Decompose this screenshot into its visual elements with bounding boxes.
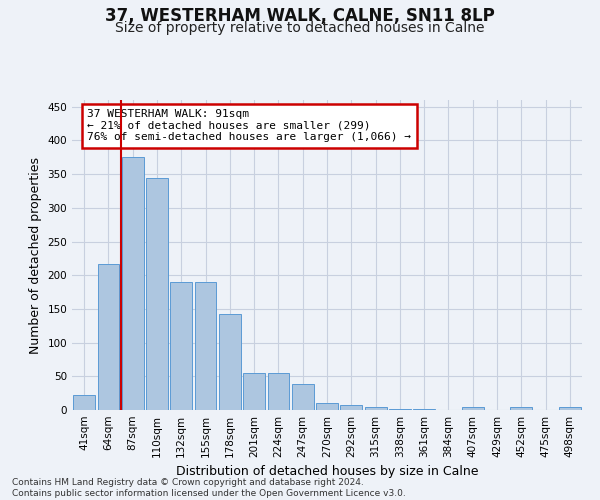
Text: 37, WESTERHAM WALK, CALNE, SN11 8LP: 37, WESTERHAM WALK, CALNE, SN11 8LP (105, 8, 495, 26)
Bar (97, 264, 119, 410)
Text: Contains HM Land Registry data © Crown copyright and database right 2024.
Contai: Contains HM Land Registry data © Crown c… (12, 478, 406, 498)
Bar (316, 402, 338, 410)
Bar (365, 406, 386, 410)
Text: 37 WESTERHAM WALK: 91sqm
← 21% of detached houses are smaller (299)
76% of semi-: 37 WESTERHAM WALK: 91sqm ← 21% of detach… (88, 110, 412, 142)
Bar (122, 158, 143, 410)
Bar (243, 373, 265, 410)
Bar (340, 404, 362, 410)
Bar (194, 282, 217, 410)
Bar (389, 408, 411, 410)
Bar (268, 373, 289, 410)
Y-axis label: Number of detached properties: Number of detached properties (29, 156, 42, 354)
Text: Size of property relative to detached houses in Calne: Size of property relative to detached ho… (115, 21, 485, 35)
Bar (146, 178, 168, 410)
Bar (219, 314, 241, 410)
Bar (413, 408, 435, 410)
Bar (559, 408, 581, 410)
X-axis label: Distribution of detached houses by size in Calne: Distribution of detached houses by size … (176, 466, 478, 478)
Bar (170, 282, 192, 410)
Bar (462, 408, 484, 410)
Bar (292, 384, 314, 410)
Bar (73, 395, 95, 410)
Bar (511, 408, 532, 410)
